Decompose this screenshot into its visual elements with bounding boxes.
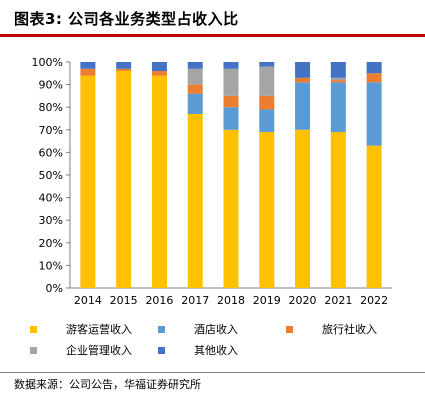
- bar-segment: [116, 71, 132, 288]
- bar-segment: [259, 95, 275, 110]
- bar-segment: [151, 75, 167, 288]
- x-tick-label: 2015: [110, 294, 138, 307]
- bar-segment: [259, 66, 275, 96]
- bar-segment: [366, 62, 382, 74]
- bar-segment: [223, 107, 239, 130]
- source-note: 数据来源：公司公告，华福证券研究所: [14, 378, 201, 391]
- bar-segment: [187, 113, 203, 288]
- y-tick-label: 50%: [39, 169, 63, 182]
- x-tick-label: 2022: [360, 294, 388, 307]
- bar-segment: [223, 62, 239, 69]
- y-tick-label: 70%: [39, 124, 63, 137]
- y-tick-label: 30%: [39, 214, 63, 227]
- footer-rule: [0, 372, 425, 373]
- legend-label: 旅行社收入: [322, 322, 377, 336]
- x-tick-label: 2016: [145, 294, 173, 307]
- bar-segment: [80, 75, 96, 288]
- legend-swatch: [286, 326, 293, 333]
- bar-segment: [295, 77, 311, 83]
- bar-segment: [259, 109, 275, 133]
- bar-segment: [223, 129, 239, 288]
- y-tick-label: 100%: [32, 56, 63, 69]
- bar-segment: [80, 68, 96, 76]
- x-tick-label: 2021: [324, 294, 352, 307]
- y-tick-label: 20%: [39, 237, 63, 250]
- legend-label: 企业管理收入: [66, 343, 132, 357]
- legend-swatch: [158, 326, 165, 333]
- bar-segment: [366, 145, 382, 288]
- x-tick-label: 2019: [253, 294, 281, 307]
- x-tick-label: 2017: [181, 294, 209, 307]
- legend-swatch: [30, 347, 37, 354]
- title-rule: [0, 34, 425, 37]
- x-tick-label: 2014: [74, 294, 102, 307]
- x-tick-label: 2018: [217, 294, 245, 307]
- chart-axes: 0% 10% 20% 30% 40% 50% 60% 70% 80% 90% 100% 2014 201…: [32, 56, 392, 307]
- bar-segment: [330, 62, 346, 78]
- x-tick-label: 2020: [289, 294, 317, 307]
- y-tick-label: 10%: [39, 259, 63, 272]
- legend-label: 游客运营收入: [66, 322, 132, 336]
- stacked-bar-chart: 0% 10% 20% 30% 40% 50% 60% 70% 80% 90% 100% 2014 201…: [30, 56, 392, 357]
- bar-segment: [223, 68, 239, 96]
- y-tick-label: 60%: [39, 146, 63, 159]
- y-tick-label: 80%: [39, 101, 63, 114]
- bar-segment: [295, 62, 311, 78]
- chart-title: 图表3: 公司各业务类型占收入比: [14, 10, 239, 28]
- bar-segment: [366, 82, 382, 146]
- bar-segment: [116, 68, 132, 72]
- bar-segment: [366, 73, 382, 83]
- bar-segment: [259, 132, 275, 288]
- y-tick-label: 40%: [39, 192, 63, 205]
- legend-label: 其他收入: [194, 343, 238, 357]
- bar-segment: [223, 95, 239, 108]
- bar-segment: [295, 129, 311, 288]
- legend-label: 酒店收入: [194, 322, 238, 336]
- bar-segment: [330, 82, 346, 133]
- bar-segment: [295, 82, 311, 130]
- bar-segment: [330, 77, 346, 81]
- bar-segment: [80, 62, 96, 69]
- bar-segment: [151, 62, 167, 72]
- bar-segment: [330, 80, 346, 83]
- bar-segment: [187, 62, 203, 69]
- chart-bars: [80, 62, 382, 288]
- bar-segment: [259, 62, 275, 67]
- bar-segment: [187, 93, 203, 114]
- bar-segment: [151, 71, 167, 76]
- y-tick-label: 90%: [39, 79, 63, 92]
- legend-swatch: [158, 347, 165, 354]
- legend-swatch: [30, 326, 37, 333]
- bar-segment: [187, 84, 203, 94]
- bar-segment: [116, 62, 132, 69]
- bar-segment: [187, 68, 203, 85]
- bar-segment: [330, 132, 346, 288]
- y-tick-label: 0%: [46, 282, 63, 295]
